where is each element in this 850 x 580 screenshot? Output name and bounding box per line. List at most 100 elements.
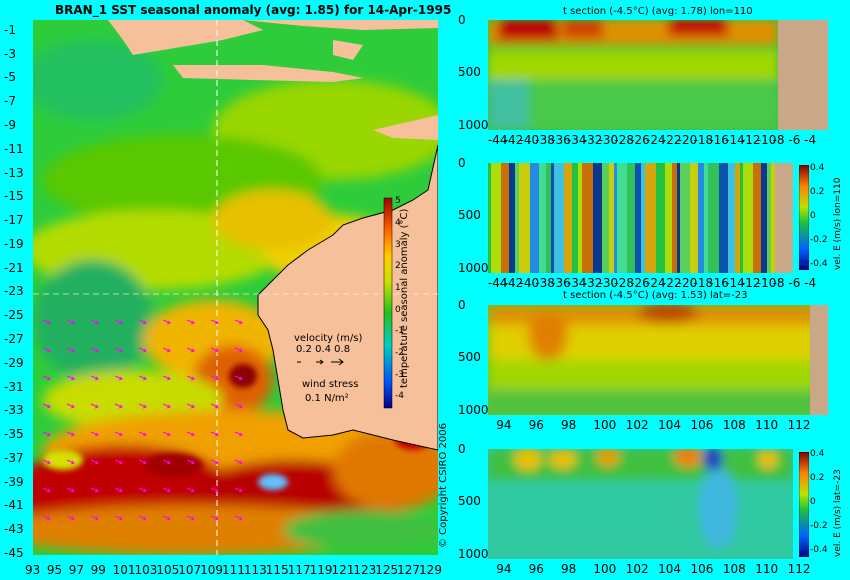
panel-x-tick: -4 <box>804 276 817 290</box>
panel-x-tick: -24 <box>646 276 666 290</box>
wind-arrow <box>114 375 123 381</box>
velocity-stripe <box>572 163 578 273</box>
map-lat-tick: -13 <box>4 165 24 180</box>
panel-x-tick: -22 <box>661 133 682 147</box>
map-lat-tick: -37 <box>4 450 24 465</box>
panel-x-tick: -4 <box>804 133 817 147</box>
wind-arrow <box>114 347 123 353</box>
wind-arrow <box>66 403 75 409</box>
t-section-lat-panel <box>488 305 828 415</box>
wind-arrow <box>186 431 195 437</box>
wind-arrow <box>210 347 219 353</box>
velocity-stripe <box>564 163 572 273</box>
panel-x-tick: -14 <box>725 276 745 290</box>
panel-x-tick: -34 <box>566 133 587 147</box>
vel-colorbar-1-label: vel. E (m/s) lon=110 <box>833 177 843 270</box>
panel-x-tick: 94 <box>496 562 512 576</box>
vel-colorbar-tick: 0 <box>810 497 816 507</box>
vel-colorbar-tick: -0.2 <box>810 521 828 531</box>
map-lat-tick: -33 <box>4 403 24 418</box>
wind-arrow <box>138 515 147 521</box>
vel-colorbar-tick: 0.2 <box>810 187 825 197</box>
wind-arrow <box>42 319 51 325</box>
map-colorbar-label: temperature seasonal anomaly (°C) <box>399 208 410 388</box>
velocity-stripe <box>767 163 771 273</box>
velocity-stripe <box>593 163 602 273</box>
panel-x-tick: -14 <box>725 133 745 147</box>
velocity-stripe <box>488 163 491 273</box>
panel-x-tick: -36 <box>551 133 571 147</box>
panel-y-tick: 500 <box>458 350 481 365</box>
velocity-stripe <box>491 163 501 273</box>
map-lat-tick: -27 <box>4 332 24 346</box>
t-section-lon-panel <box>488 20 828 130</box>
map-lon-tick: 93 <box>25 563 41 577</box>
vel-section-lon-panel <box>488 163 793 273</box>
map-lat-tick: -19 <box>4 236 24 251</box>
vel-colorbar-tick: 0.2 <box>810 473 825 483</box>
map-lat-tick: -9 <box>4 118 16 132</box>
wind-arrow <box>234 515 243 521</box>
vel-colorbar-tick: -0.4 <box>810 259 828 269</box>
wind-arrow <box>42 459 51 465</box>
velocity-values: 0.2 0.4 0.8 <box>296 344 351 355</box>
wind-arrow <box>138 319 147 325</box>
velocity-label: velocity (m/s) <box>294 333 363 344</box>
panel-y-tick: 0 <box>458 156 466 170</box>
map-colorbar-tick: 4 <box>395 217 401 228</box>
map-colorbar-tick: 0 <box>395 304 401 315</box>
panel-x-tick: 100 <box>593 418 617 432</box>
map-lon-tick: 115 <box>265 563 289 577</box>
wind-arrow <box>186 515 195 521</box>
wind-arrow <box>90 487 99 493</box>
wind-arrow <box>210 319 219 325</box>
wind-stress-label: wind stress <box>302 379 359 390</box>
velocity-stripe <box>704 163 708 273</box>
wind-arrow <box>234 319 243 325</box>
velocity-stripe <box>614 163 617 273</box>
map-colorbar-tick: 1 <box>395 282 401 293</box>
wind-arrow <box>66 347 75 353</box>
wind-arrow <box>162 319 171 325</box>
map-lon-tick: 107 <box>178 563 202 577</box>
panel-x-tick: -40 <box>519 276 540 290</box>
wind-arrow <box>234 347 243 353</box>
panel-x-tick: -10 <box>756 133 777 147</box>
map-lon-tick: 101 <box>112 563 136 577</box>
velocity-stripe <box>672 163 677 273</box>
wind-arrow <box>138 487 147 493</box>
panel-x-tick: -38 <box>535 133 555 147</box>
panel-x-tick: 102 <box>625 418 649 432</box>
panel-x-tick: -28 <box>614 133 635 147</box>
map-lon-tick: 119 <box>309 563 333 577</box>
panel-x-tick: 96 <box>528 562 544 576</box>
wind-arrow <box>90 515 99 521</box>
wind-arrow <box>114 431 123 437</box>
panel-y-tick: 0 <box>458 13 466 27</box>
velocity-stripe <box>753 163 761 273</box>
panel-x-tick: -8 <box>772 276 785 290</box>
panel-x-tick: -44 <box>487 276 508 290</box>
velocity-stripe <box>627 163 635 273</box>
velocity-stripe <box>728 163 735 273</box>
panel-x-tick: -38 <box>535 276 555 290</box>
panel-x-tick: -6 <box>788 133 801 147</box>
velocity-stripe <box>743 163 753 273</box>
wind-arrow <box>138 347 147 353</box>
panel-x-tick: -42 <box>503 276 524 290</box>
wind-arrow <box>90 347 99 353</box>
map-colorbar-tick: 2 <box>395 261 401 272</box>
map-lon-tick: 99 <box>90 563 106 577</box>
panel-x-tick: -8 <box>772 133 785 147</box>
panel-x-tick: -40 <box>519 133 540 147</box>
velocity-stripe <box>509 163 515 273</box>
panel-x-tick: 106 <box>690 562 714 576</box>
wind-arrow <box>114 403 123 409</box>
wind-arrow <box>162 431 171 437</box>
velocity-stripe <box>554 163 564 273</box>
velocity-stripe <box>690 163 698 273</box>
panel-x-tick: -32 <box>582 133 603 147</box>
wind-arrow <box>42 347 51 353</box>
panel-y-tick: 500 <box>458 208 481 223</box>
map-lon-tick: 121 <box>331 563 355 577</box>
